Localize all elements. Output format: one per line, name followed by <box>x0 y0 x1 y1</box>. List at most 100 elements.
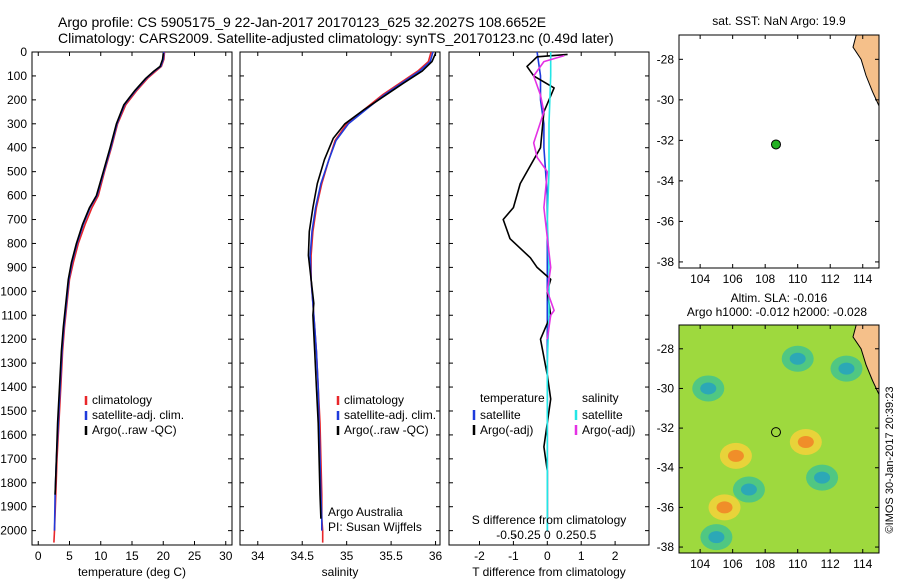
sst-map-float-marker <box>770 139 781 150</box>
temperature-xtick-label: 25 <box>188 549 202 563</box>
sla_map-xtick-label: 104 <box>690 557 710 571</box>
sst_map-ytick-label: -36 <box>657 214 675 228</box>
salinity-xlabel: salinity <box>322 565 359 579</box>
temperature-legend-label: Argo(..raw -QC) <box>92 423 177 437</box>
difference-xlabel: T difference from climatology <box>472 565 626 579</box>
credit-text: ©IMOS 30-Jan-2017 20:39:23 <box>884 387 896 534</box>
ytick-label: 1200 <box>0 332 27 346</box>
ytick-label: 100 <box>7 69 27 83</box>
difference-legend-temperature-title: temperature <box>480 391 545 405</box>
difference-legend-label: Argo(-adj) <box>480 423 533 437</box>
sst_map-xtick-label: 108 <box>755 272 775 286</box>
difference-xtick-label: 0 <box>544 549 551 563</box>
temperature-legend-label: satellite-adj. clim. <box>92 408 184 422</box>
sla-map-feature-inner <box>838 362 855 375</box>
ytick-label: 500 <box>7 165 27 179</box>
sst_map-xtick-label: 112 <box>821 272 840 286</box>
difference-s-tick-label: 0.25 <box>556 528 580 542</box>
sla-map-feature-inner <box>797 435 814 448</box>
temperature-xtick-label: 30 <box>219 549 233 563</box>
ytick-label: 200 <box>7 93 27 107</box>
salinity-xtick-label: 35 <box>340 549 354 563</box>
difference-s-xlabel: S difference from climatology <box>472 513 627 527</box>
salinity-legend-label: climatology <box>344 393 404 407</box>
difference-s-tick-label: 0.5 <box>580 528 597 542</box>
sla_map-xtick-label: 108 <box>755 557 775 571</box>
ytick-label: 1000 <box>0 284 27 298</box>
difference-s-tick-label: -0.5 <box>496 528 517 542</box>
ytick-label: 1900 <box>0 500 27 514</box>
salinity-annotation-line2: PI: Susan Wijffels <box>328 520 422 534</box>
sla-map-float-marker <box>770 427 781 438</box>
difference-series-line <box>546 52 552 531</box>
salinity-xtick-label: 34 <box>251 549 265 563</box>
temperature-xtick-label: 0 <box>35 549 42 563</box>
temperature-xtick-label: 20 <box>157 549 171 563</box>
sla-map-feature-inner <box>700 382 717 395</box>
difference-s-tick-label: 0 <box>544 528 551 542</box>
salinity-series-line <box>309 51 434 531</box>
temperature-frame <box>31 51 233 546</box>
temperature-xtick-label: 5 <box>66 549 73 563</box>
difference-xtick-label: -2 <box>474 549 485 563</box>
ytick-label: 1600 <box>0 428 27 442</box>
temperature-xlabel: temperature (deg C) <box>78 565 186 579</box>
sla-map-title-line1: Altim. SLA: -0.016 <box>731 291 828 305</box>
ytick-label: 600 <box>7 189 27 203</box>
sla-map-feature-inner <box>740 483 757 496</box>
ytick-label: 900 <box>7 260 27 274</box>
title-line-2: Climatology: CARS2009. Satellite-adjuste… <box>58 30 614 46</box>
sst_map-panel: 104 106 108 110 112 114 -28 -30 -32 -34 -36 -38 sat.… <box>657 14 880 286</box>
ytick-label: 1500 <box>0 404 27 418</box>
ytick-label: 1800 <box>0 476 27 490</box>
sla_map-frame <box>678 324 880 554</box>
salinity-annotation-line1: Argo Australia <box>328 505 403 519</box>
salinity-legend-label: Argo(..raw -QC) <box>344 423 429 437</box>
ytick-label: 400 <box>7 141 27 155</box>
sst_map-ytick-label: -34 <box>657 174 675 188</box>
ytick-label: 0 <box>20 45 27 59</box>
temperature-series-line <box>54 53 165 495</box>
difference-legend-label: satellite <box>582 408 623 422</box>
salinity-panel: 34 34.5 35 35.5 36 salinity climatologysatelli… <box>239 51 443 579</box>
ytick-label: 1400 <box>0 380 27 394</box>
temperature-xtick-label: 10 <box>94 549 108 563</box>
sst_map-ytick-label: -38 <box>657 255 675 269</box>
difference-xtick-label: 2 <box>612 549 619 563</box>
ytick-label: 1100 <box>1 308 27 322</box>
sst_map-xtick-label: 104 <box>690 272 710 286</box>
temperature-panel: 0 5 10 15 20 25 300100200300400500600700800900… <box>0 45 232 579</box>
difference-xtick-label: -1 <box>508 549 519 563</box>
sla_map-ytick-label: -36 <box>657 500 675 514</box>
sst_map-xtick-label: 106 <box>723 272 743 286</box>
salinity-xtick-label: 36 <box>429 549 443 563</box>
difference-legend-label: Argo(-adj) <box>582 423 635 437</box>
difference-legend-label: satellite <box>480 408 521 422</box>
sst_map-land <box>852 34 880 268</box>
sla_map-xtick-label: 112 <box>821 557 840 571</box>
sla-map-feature-inner <box>716 501 733 514</box>
sst_map-xtick-label: 110 <box>788 272 807 286</box>
title-line-1: Argo profile: CS 5905175_9 22-Jan-2017 2… <box>58 14 547 30</box>
sst_map-ytick-label: -28 <box>657 52 675 66</box>
sla_map-panel: 104 106 108 110 112 114 -28 -30 -32 -34 -36 -38 Alti… <box>657 291 880 571</box>
ytick-label: 800 <box>7 236 27 250</box>
ytick-label: 700 <box>7 213 27 227</box>
sla-map-field <box>679 325 879 553</box>
sst-map-title: sat. SST: NaN Argo: 19.9 <box>712 14 846 28</box>
sst_map-ytick-label: -32 <box>657 133 675 147</box>
difference-series-line <box>532 54 565 340</box>
salinity-legend-label: satellite-adj. clim. <box>344 408 436 422</box>
salinity-series-line <box>310 51 432 543</box>
sla-map-feature-inner <box>789 352 806 365</box>
sla_map-xtick-label: 106 <box>723 557 743 571</box>
ytick-label: 1700 <box>0 452 27 466</box>
sst_map-ytick-label: -30 <box>657 93 675 107</box>
sla-map-feature-inner <box>708 531 725 544</box>
ytick-label: 300 <box>7 117 27 131</box>
difference-legend-salinity-title: salinity <box>582 391 619 405</box>
sla-map-title-line2: Argo h1000: -0.012 h2000: -0.028 <box>687 305 867 319</box>
difference-panel: -2 -1 0 1 2 T difference from climatology -0.5… <box>448 51 650 579</box>
temperature-legend-label: climatology <box>92 393 152 407</box>
